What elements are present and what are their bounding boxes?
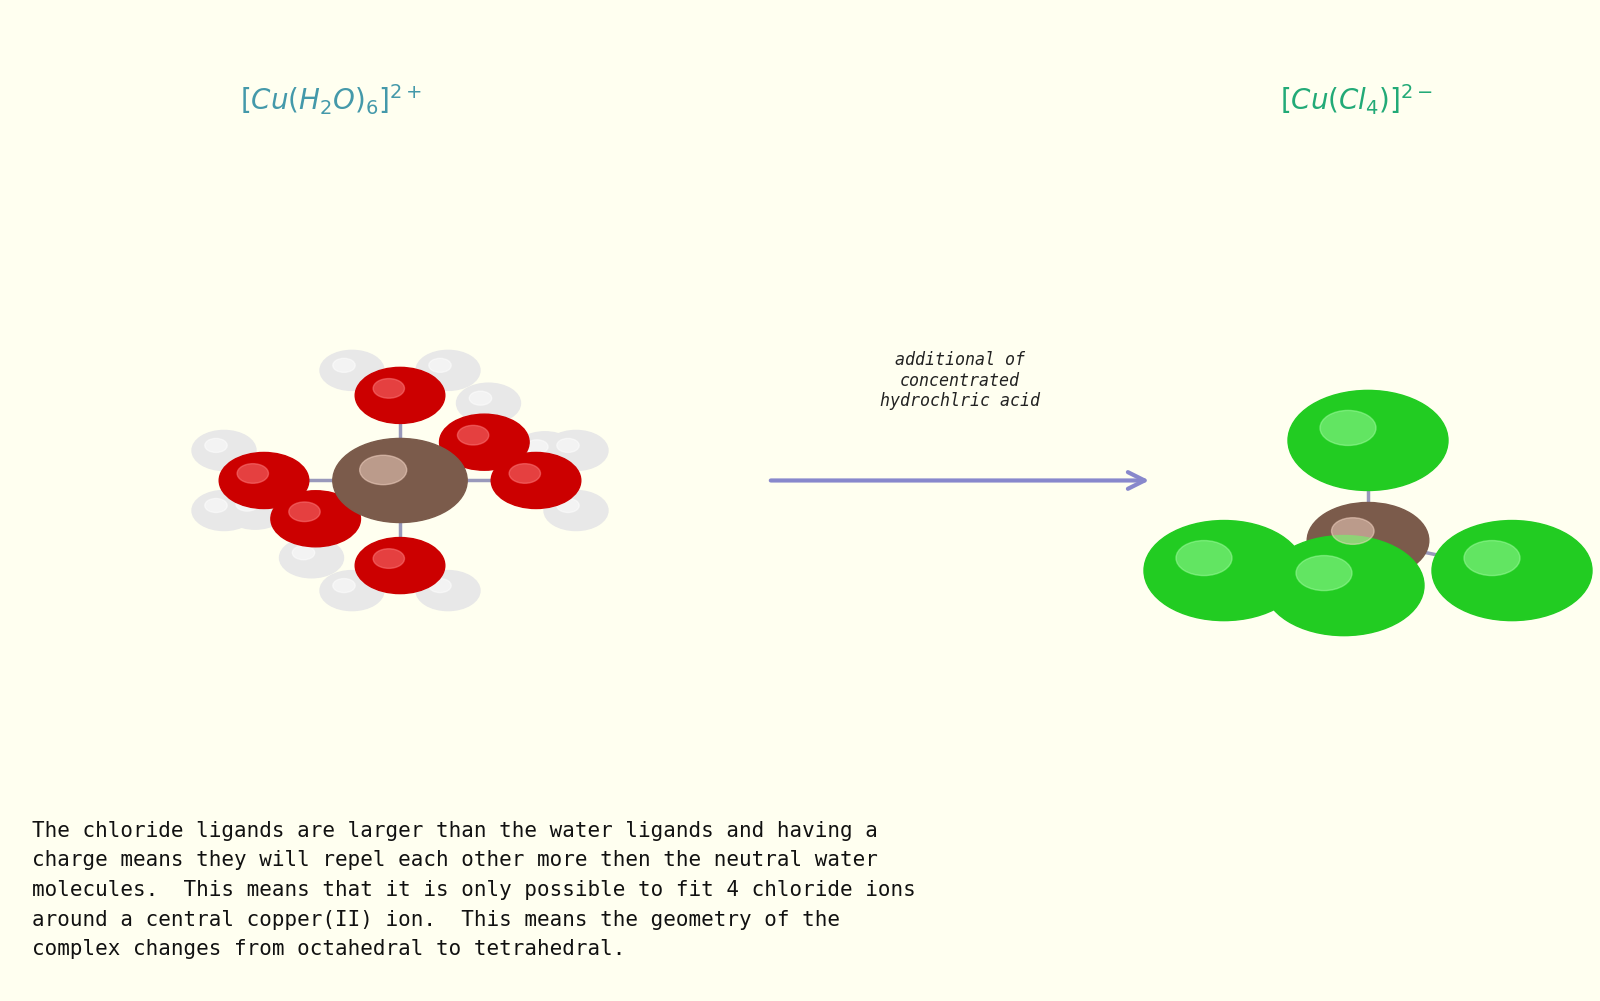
Circle shape (440, 414, 530, 470)
Circle shape (235, 497, 258, 512)
Circle shape (1464, 541, 1520, 576)
Circle shape (237, 463, 269, 483)
Circle shape (293, 546, 315, 560)
Circle shape (1296, 556, 1352, 591)
Circle shape (1176, 541, 1232, 576)
Circle shape (373, 378, 405, 398)
Circle shape (1307, 503, 1429, 579)
Circle shape (333, 579, 355, 593)
Circle shape (429, 358, 451, 372)
Circle shape (491, 452, 581, 509)
Circle shape (270, 490, 360, 547)
Circle shape (205, 438, 227, 452)
Circle shape (320, 571, 384, 611)
Circle shape (333, 438, 467, 523)
Circle shape (355, 538, 445, 594)
Circle shape (1288, 390, 1448, 490)
Circle shape (544, 430, 608, 470)
Circle shape (557, 438, 579, 452)
Text: additional of
concentrated
hydrochlric acid: additional of concentrated hydrochlric a… (880, 350, 1040, 410)
Circle shape (222, 489, 286, 530)
Circle shape (429, 579, 451, 593)
Circle shape (456, 383, 520, 423)
Circle shape (333, 358, 355, 372)
Circle shape (1432, 521, 1592, 621)
Text: $[Cu(H_2O)_6]^{2+}$: $[Cu(H_2O)_6]^{2+}$ (240, 83, 422, 117)
Circle shape (544, 490, 608, 531)
Circle shape (1320, 410, 1376, 445)
Circle shape (526, 439, 549, 453)
Circle shape (458, 425, 490, 445)
Circle shape (1144, 521, 1304, 621)
Circle shape (416, 571, 480, 611)
Circle shape (355, 367, 445, 423)
Circle shape (557, 498, 579, 513)
Circle shape (205, 498, 227, 513)
Circle shape (219, 452, 309, 509)
Text: The chloride ligands are larger than the water ligands and having a
charge means: The chloride ligands are larger than the… (32, 821, 915, 959)
Circle shape (373, 549, 405, 569)
Circle shape (192, 430, 256, 470)
Circle shape (514, 431, 578, 471)
Circle shape (192, 490, 256, 531)
Text: $[Cu(Cl_4)]^{2-}$: $[Cu(Cl_4)]^{2-}$ (1280, 83, 1434, 117)
Circle shape (509, 463, 541, 483)
Circle shape (320, 350, 384, 390)
Circle shape (1264, 536, 1424, 636)
Circle shape (416, 350, 480, 390)
Circle shape (1331, 518, 1374, 545)
Circle shape (288, 502, 320, 522)
Circle shape (360, 455, 406, 484)
Circle shape (280, 538, 344, 578)
Circle shape (469, 391, 491, 405)
